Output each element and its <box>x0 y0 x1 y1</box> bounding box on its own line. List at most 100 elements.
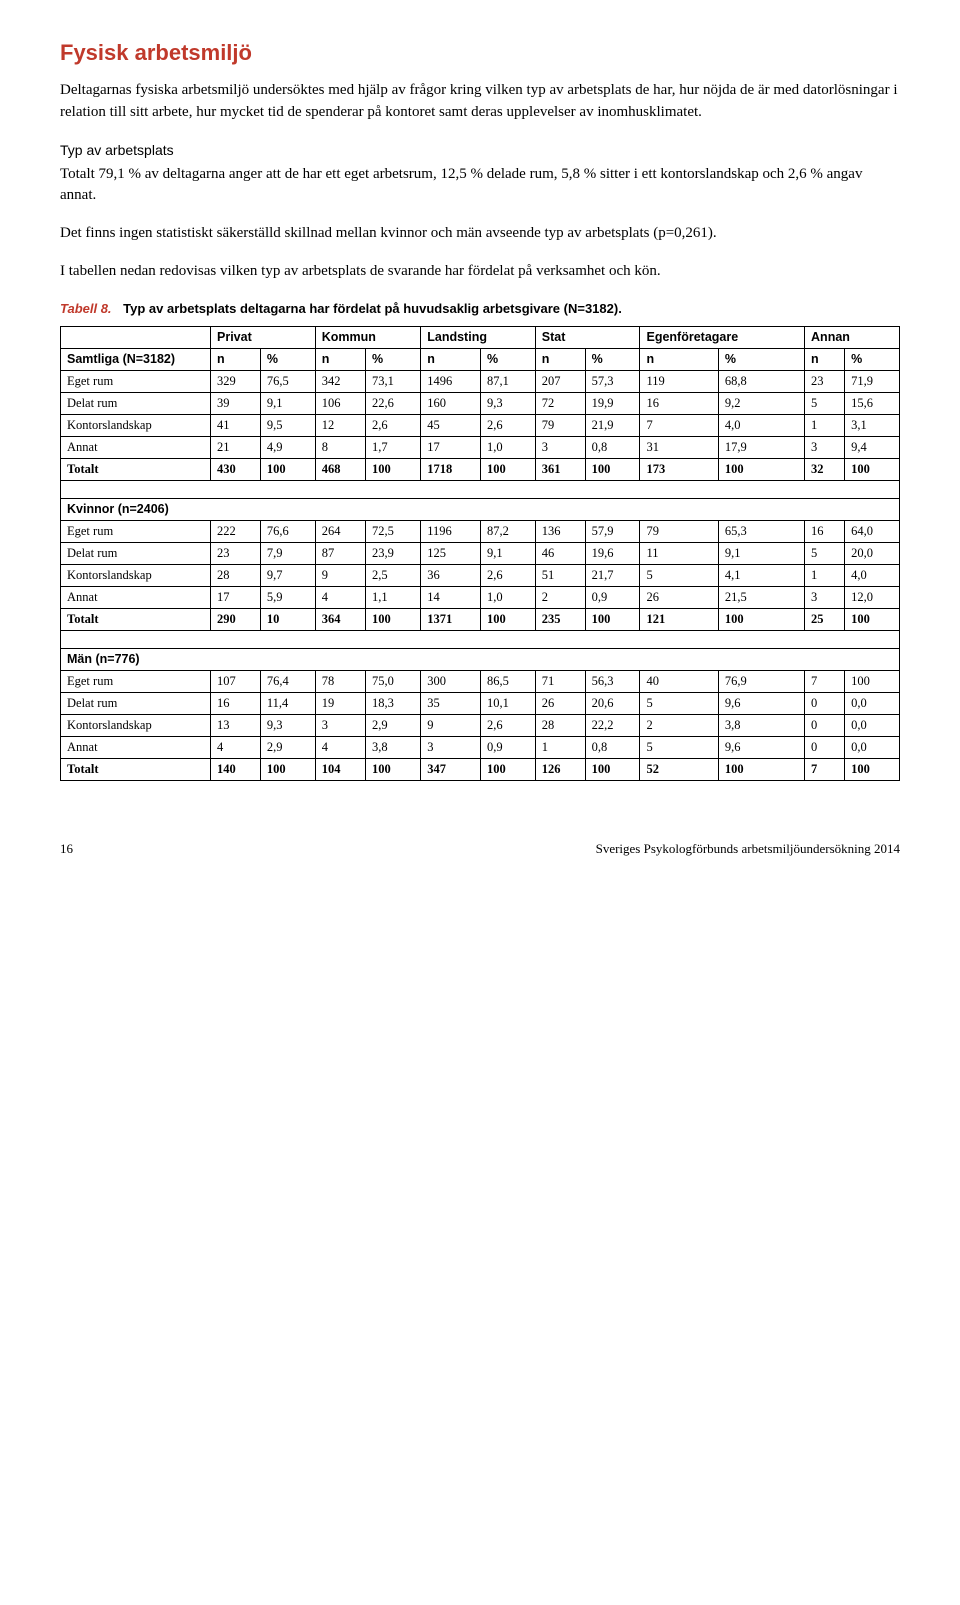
row-label: Totalt <box>61 758 211 780</box>
subcol: % <box>585 348 640 370</box>
cell: 28 <box>211 564 261 586</box>
cell: 0 <box>805 692 845 714</box>
spacer <box>61 480 900 498</box>
table-row: Kontorslandskap 419,5 122,6 452,6 7921,9… <box>61 414 900 436</box>
row-label: Kontorslandskap <box>61 564 211 586</box>
cell: 26 <box>640 586 718 608</box>
cell: 1,0 <box>480 586 535 608</box>
table-row: Delat rum 237,9 8723,9 1259,1 4619,6 119… <box>61 542 900 564</box>
cell: 1 <box>805 414 845 436</box>
cell: 78 <box>315 670 365 692</box>
table-row: Eget rum 22276,6 26472,5 119687,2 13657,… <box>61 520 900 542</box>
cell: 121 <box>640 608 718 630</box>
cell: 3,8 <box>718 714 804 736</box>
cell: 100 <box>845 758 900 780</box>
cell: 76,9 <box>718 670 804 692</box>
table-row: Eget rum 10776,4 7875,0 30086,5 7156,3 4… <box>61 670 900 692</box>
cell: 3 <box>315 714 365 736</box>
cell: 3,1 <box>845 414 900 436</box>
cell: 119 <box>640 370 718 392</box>
cell: 9,6 <box>718 736 804 758</box>
row-label: Annat <box>61 436 211 458</box>
cell: 104 <box>315 758 365 780</box>
cell: 14 <box>421 586 481 608</box>
cell: 235 <box>535 608 585 630</box>
cell: 3 <box>535 436 585 458</box>
cell: 100 <box>480 458 535 480</box>
cell: 11 <box>640 542 718 564</box>
cell: 71,9 <box>845 370 900 392</box>
intro-paragraph: Deltagarnas fysiska arbetsmiljö undersök… <box>60 80 900 124</box>
col-group: Stat <box>535 326 640 348</box>
cell: 0,9 <box>585 586 640 608</box>
cell: 10,1 <box>480 692 535 714</box>
group-header: Män (n=776) <box>61 648 900 670</box>
cell: 140 <box>211 758 261 780</box>
cell: 5 <box>640 736 718 758</box>
cell: 0,9 <box>480 736 535 758</box>
cell: 4 <box>211 736 261 758</box>
cell: 4,1 <box>718 564 804 586</box>
cell: 1371 <box>421 608 481 630</box>
cell: 35 <box>421 692 481 714</box>
cell: 1 <box>535 736 585 758</box>
cell: 23 <box>805 370 845 392</box>
cell: 0,8 <box>585 736 640 758</box>
cell: 20,6 <box>585 692 640 714</box>
cell: 32 <box>805 458 845 480</box>
cell: 23 <box>211 542 261 564</box>
subcol: n <box>421 348 481 370</box>
subcol: n <box>640 348 718 370</box>
cell: 100 <box>718 608 804 630</box>
subcol: % <box>718 348 804 370</box>
col-group: Landsting <box>421 326 536 348</box>
cell: 79 <box>535 414 585 436</box>
cell: 23,9 <box>365 542 420 564</box>
cell: 0,0 <box>845 736 900 758</box>
cell: 13 <box>211 714 261 736</box>
cell: 4,0 <box>718 414 804 436</box>
cell: 87,1 <box>480 370 535 392</box>
table-row: Eget rum 32976,5 34273,1 149687,1 20757,… <box>61 370 900 392</box>
cell: 126 <box>535 758 585 780</box>
cell: 86,5 <box>480 670 535 692</box>
cell: 21 <box>211 436 261 458</box>
header-row-1: Privat Kommun Landsting Stat Egenföretag… <box>61 326 900 348</box>
row-label: Delat rum <box>61 392 211 414</box>
cell: 40 <box>640 670 718 692</box>
cell: 17 <box>211 586 261 608</box>
cell: 73,1 <box>365 370 420 392</box>
cell: 21,5 <box>718 586 804 608</box>
cell: 9,2 <box>718 392 804 414</box>
col-group: Annan <box>805 326 900 348</box>
cell: 4 <box>315 736 365 758</box>
cell: 72 <box>535 392 585 414</box>
section-title: Fysisk arbetsmiljö <box>60 40 900 66</box>
cell: 0,0 <box>845 714 900 736</box>
footer-source: Sveriges Psykologförbunds arbetsmiljöund… <box>596 841 900 857</box>
cell: 64,0 <box>845 520 900 542</box>
row-label: Delat rum <box>61 692 211 714</box>
cell: 7 <box>640 414 718 436</box>
cell: 9,3 <box>480 392 535 414</box>
cell: 136 <box>535 520 585 542</box>
cell: 16 <box>640 392 718 414</box>
cell: 17 <box>421 436 481 458</box>
cell: 0 <box>805 736 845 758</box>
cell: 2,9 <box>260 736 315 758</box>
cell: 19,9 <box>585 392 640 414</box>
table-label: Tabell 8. <box>60 301 112 316</box>
subcol: % <box>480 348 535 370</box>
cell: 329 <box>211 370 261 392</box>
cell: 100 <box>718 758 804 780</box>
cell: 21,7 <box>585 564 640 586</box>
cell: 76,5 <box>260 370 315 392</box>
table-row: Annat 42,9 43,8 30,9 10,8 59,6 00,0 <box>61 736 900 758</box>
cell: 5 <box>805 542 845 564</box>
cell: 4,9 <box>260 436 315 458</box>
cell: 16 <box>211 692 261 714</box>
cell: 100 <box>365 758 420 780</box>
cell: 160 <box>421 392 481 414</box>
cell: 1 <box>805 564 845 586</box>
cell: 7,9 <box>260 542 315 564</box>
